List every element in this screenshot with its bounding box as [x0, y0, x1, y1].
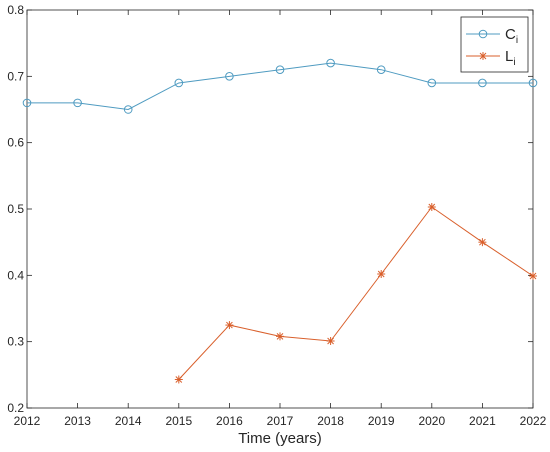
legend-label: Ci [505, 26, 518, 46]
y-tick-label: 0.4 [7, 268, 24, 282]
data-point [225, 72, 234, 81]
data-point [377, 270, 386, 279]
data-point [479, 52, 487, 60]
y-tick-label: 0.3 [7, 335, 24, 349]
x-tick-label: 2020 [418, 414, 445, 428]
data-point [73, 98, 82, 108]
series-li [174, 203, 537, 384]
data-point [225, 321, 234, 330]
data-point [275, 65, 285, 74]
y-tick-label: 0.2 [7, 401, 24, 415]
x-tick-label: 2015 [165, 414, 192, 428]
data-point [529, 271, 537, 280]
data-point [174, 375, 183, 384]
x-axis-title: Time (years) [238, 430, 322, 447]
x-tick-label: 2021 [469, 414, 496, 428]
series-line [178, 206, 534, 380]
x-tick-label: 2016 [216, 414, 243, 428]
x-tick-label: 2022 [520, 414, 547, 428]
x-tick-label: 2012 [14, 414, 41, 428]
legend-entry: Li [466, 48, 516, 68]
x-axis-ticks: 2012 2013 2014 2015 2016 2017 2018 2019 2020 2021… [14, 10, 547, 428]
y-axis-ticks: 0.2 0.3 0.4 0.5 0.6 0.7 0.8 [7, 3, 533, 415]
data-point [174, 78, 184, 88]
y-tick-label: 0.7 [7, 69, 24, 83]
data-point [478, 29, 488, 39]
data-point [427, 203, 436, 212]
series-line [27, 62, 533, 111]
data-point [123, 105, 133, 114]
data-point [478, 238, 487, 247]
series-layer [22, 58, 538, 384]
x-tick-label: 2013 [64, 414, 91, 428]
x-tick-label: 2019 [368, 414, 395, 428]
legend-box [460, 16, 529, 73]
y-tick-label: 0.6 [7, 136, 24, 150]
series-ci [22, 58, 538, 114]
legend-entry: Ci [466, 26, 518, 46]
data-point [326, 58, 335, 68]
data-point [376, 65, 386, 74]
plot-area-frame [26, 9, 534, 409]
data-point [276, 332, 284, 341]
y-tick-label: 0.5 [7, 202, 24, 216]
x-tick-label: 2018 [317, 414, 344, 428]
y-tick-label: 0.8 [7, 3, 24, 17]
x-tick-label: 2014 [115, 414, 142, 428]
data-point [528, 78, 538, 88]
x-tick-label: 2017 [267, 414, 294, 428]
data-point [427, 78, 437, 88]
legend-label: Li [505, 48, 516, 68]
data-point [22, 98, 32, 108]
data-point [478, 78, 487, 88]
data-point [326, 337, 335, 346]
